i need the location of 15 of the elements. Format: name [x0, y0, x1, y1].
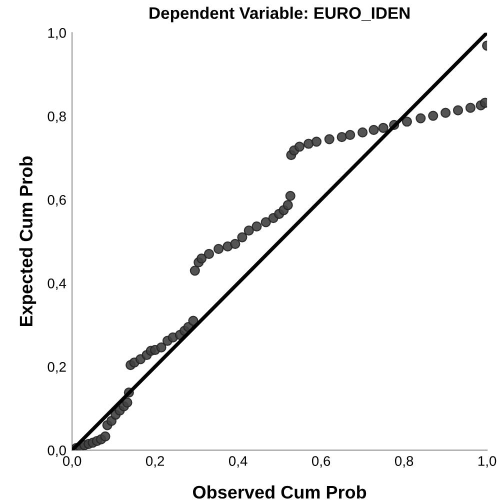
y-tick-label: 0,0 [48, 446, 66, 457]
chart-title: Dependent Variable: EURO_IDEN [150, 6, 410, 22]
y-tick-label: 0,4 [48, 278, 66, 290]
y-tick-label: 0,2 [48, 362, 66, 374]
x-tick-label: 1,0 [478, 456, 496, 468]
x-tick-label: 0,8 [394, 456, 414, 468]
x-tick-label: 0,6 [312, 456, 330, 468]
x-axis-title: Observed Cum Prob [193, 485, 366, 499]
y-axis-title: Expected Cum Prob [19, 156, 36, 326]
x-tick-label: 0,4 [228, 456, 248, 468]
y-tick-label: 0,8 [48, 112, 66, 124]
x-tick-label: 0,2 [146, 456, 164, 468]
x-tick-label: 0,0 [62, 456, 82, 468]
y-tick-label: 0,6 [48, 195, 66, 206]
y-tick-label: 1,0 [48, 28, 66, 40]
